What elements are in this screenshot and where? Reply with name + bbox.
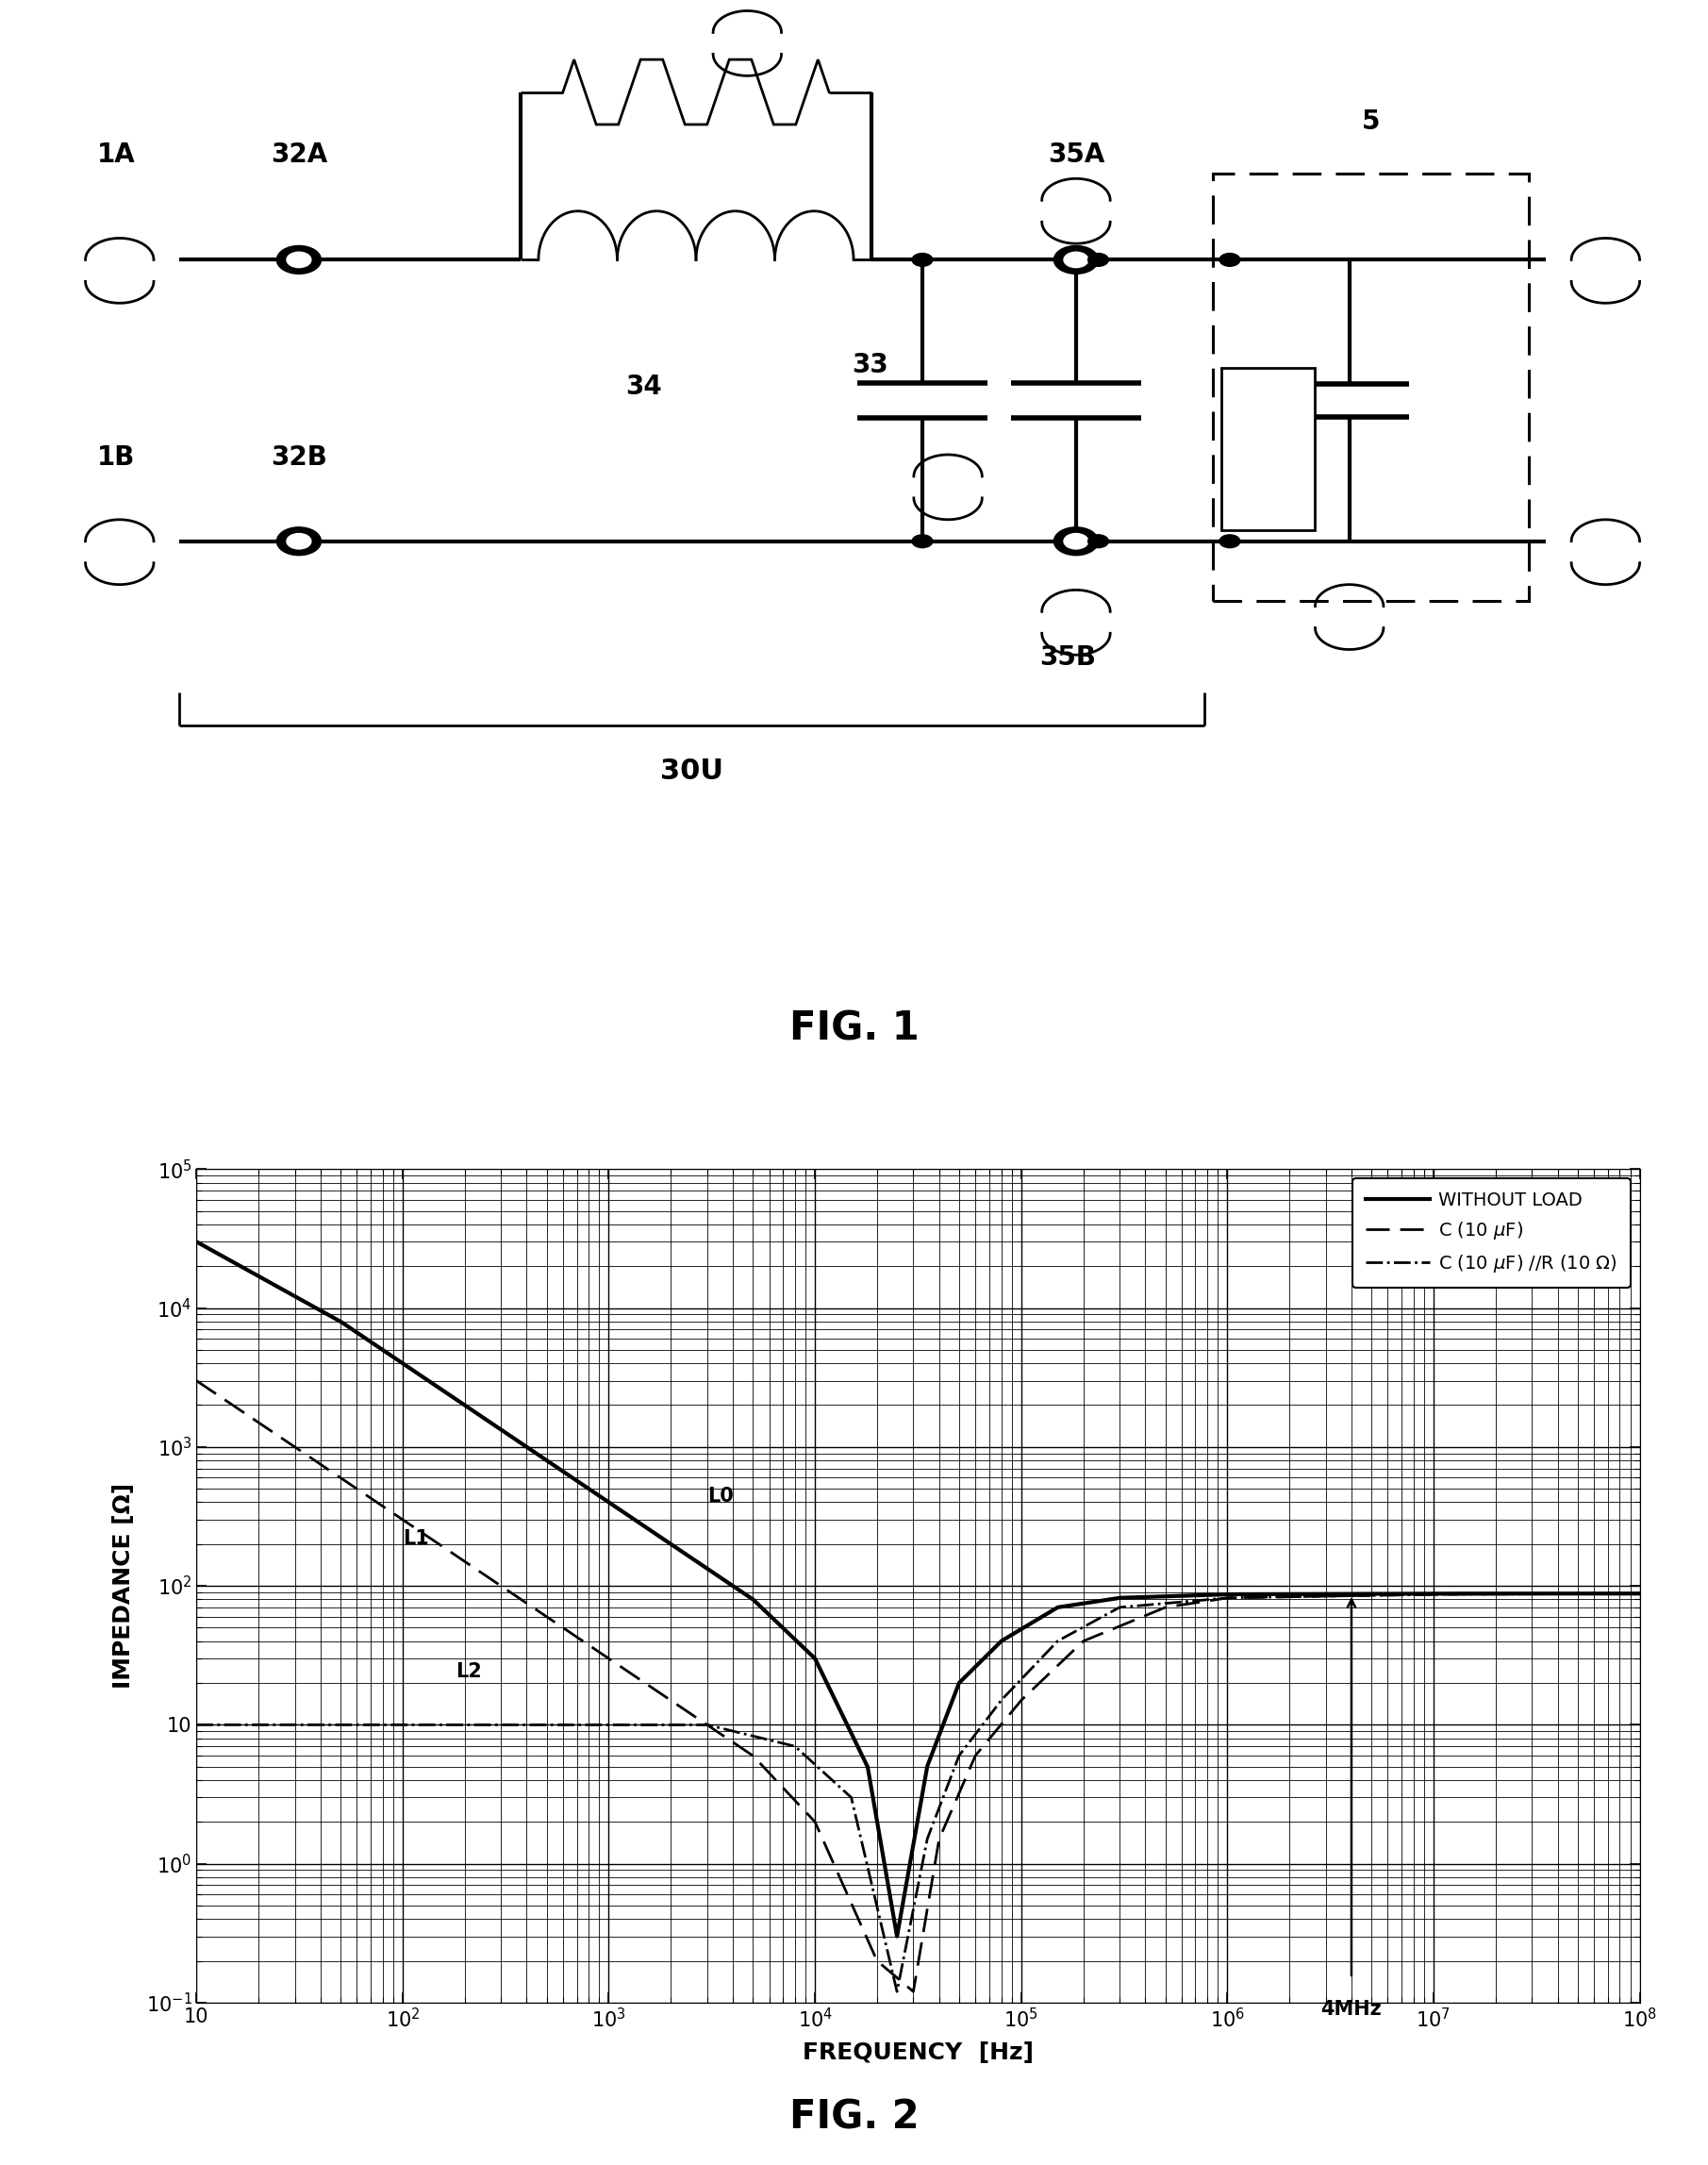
- Text: 32A: 32A: [270, 141, 328, 169]
- C (10 $\mu$F): [729, 1734, 750, 1760]
- Text: 1A: 1A: [97, 141, 135, 169]
- C (10 $\mu$F) //R (10 $\Omega$): [186, 1713, 207, 1738]
- WITHOUT LOAD: [729, 1578, 750, 1604]
- Text: L0: L0: [707, 1487, 733, 1507]
- Line: C (10 $\mu$F): C (10 $\mu$F): [196, 1381, 1640, 1992]
- Circle shape: [912, 535, 933, 548]
- Text: L2: L2: [456, 1663, 482, 1680]
- WITHOUT LOAD: [886, 1923, 907, 1948]
- Circle shape: [277, 528, 321, 556]
- C (10 $\mu$F): [1629, 1580, 1650, 1606]
- Text: L1: L1: [403, 1528, 429, 1548]
- Circle shape: [1088, 253, 1108, 266]
- C (10 $\mu$F): [521, 1593, 541, 1619]
- Circle shape: [287, 251, 311, 268]
- C (10 $\mu$F) //R (10 $\Omega$): [521, 1713, 541, 1738]
- C (10 $\mu$F): [834, 1873, 854, 1899]
- Text: 1B: 1B: [97, 444, 135, 472]
- C (10 $\mu$F): [1617, 1580, 1638, 1606]
- Circle shape: [1064, 533, 1088, 550]
- Text: 5: 5: [1361, 108, 1380, 134]
- Circle shape: [1220, 253, 1240, 266]
- Line: C (10 $\mu$F) //R (10 $\Omega$): C (10 $\mu$F) //R (10 $\Omega$): [196, 1593, 1640, 1992]
- C (10 $\mu$F) //R (10 $\Omega$): [729, 1719, 750, 1745]
- Y-axis label: IMPEDANCE [Ω]: IMPEDANCE [Ω]: [113, 1483, 135, 1689]
- C (10 $\mu$F) //R (10 $\Omega$): [834, 1777, 854, 1803]
- WITHOUT LOAD: [186, 1230, 207, 1256]
- Text: FIG. 1: FIG. 1: [789, 1009, 919, 1048]
- Circle shape: [1054, 247, 1098, 275]
- Text: 32B: 32B: [270, 444, 328, 472]
- Line: WITHOUT LOAD: WITHOUT LOAD: [196, 1243, 1640, 1936]
- X-axis label: FREQUENCY  [Hz]: FREQUENCY [Hz]: [803, 2042, 1033, 2063]
- WITHOUT LOAD: [536, 1448, 557, 1474]
- Circle shape: [1054, 528, 1098, 556]
- C (10 $\mu$F) //R (10 $\Omega$): [1629, 1580, 1650, 1606]
- Circle shape: [1088, 535, 1108, 548]
- Text: 35B: 35B: [1038, 645, 1097, 671]
- C (10 $\mu$F) //R (10 $\Omega$): [886, 1979, 907, 2005]
- Text: 4MHz: 4MHz: [1320, 2000, 1382, 2018]
- WITHOUT LOAD: [1617, 1580, 1638, 1606]
- Circle shape: [1220, 535, 1240, 548]
- C (10 $\mu$F) //R (10 $\Omega$): [536, 1713, 557, 1738]
- Circle shape: [1064, 251, 1088, 268]
- Bar: [1213, 173, 1529, 600]
- Text: 30U: 30U: [661, 758, 722, 786]
- C (10 $\mu$F): [904, 1979, 924, 2005]
- WITHOUT LOAD: [834, 1704, 854, 1730]
- Text: FIG. 2: FIG. 2: [789, 2098, 919, 2137]
- Legend: WITHOUT LOAD, C (10 $\mu$F), C (10 $\mu$F) //R (10 $\Omega$): WITHOUT LOAD, C (10 $\mu$F), C (10 $\mu$…: [1353, 1178, 1631, 1288]
- C (10 $\mu$F) //R (10 $\Omega$): [529, 1713, 550, 1738]
- Circle shape: [277, 247, 321, 275]
- Circle shape: [287, 533, 311, 550]
- WITHOUT LOAD: [521, 1438, 541, 1464]
- Text: 5B: 5B: [1243, 411, 1278, 433]
- WITHOUT LOAD: [1629, 1580, 1650, 1606]
- Text: 34: 34: [625, 372, 661, 401]
- C (10 $\mu$F): [529, 1598, 550, 1624]
- Text: 33: 33: [852, 351, 888, 379]
- C (10 $\mu$F): [186, 1368, 207, 1394]
- Text: 35A: 35A: [1047, 141, 1105, 169]
- C (10 $\mu$F): [536, 1604, 557, 1630]
- C (10 $\mu$F) //R (10 $\Omega$): [1617, 1580, 1638, 1606]
- Bar: [1221, 368, 1315, 530]
- Circle shape: [912, 253, 933, 266]
- WITHOUT LOAD: [529, 1442, 550, 1468]
